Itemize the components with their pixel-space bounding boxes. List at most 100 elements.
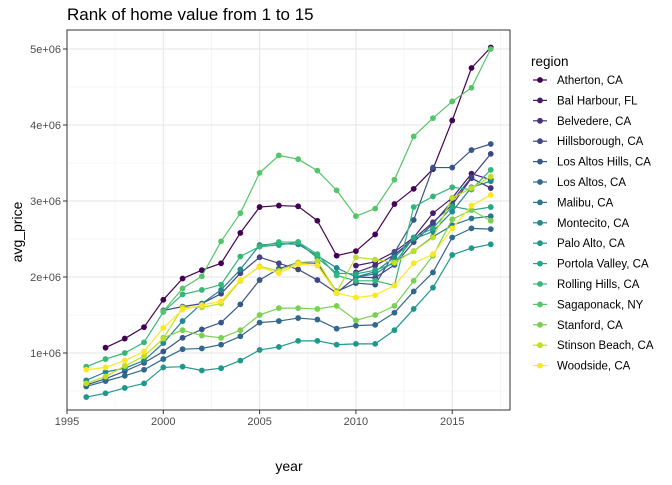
data-point (256, 243, 263, 250)
data-point (353, 340, 359, 347)
data-point (314, 277, 321, 283)
data-point (430, 193, 436, 200)
data-point (487, 241, 494, 248)
legend-title: region (531, 54, 569, 69)
data-point (468, 225, 475, 232)
data-point (487, 178, 494, 185)
legend-label: Rolling Hills, CA (557, 279, 640, 291)
data-point (256, 312, 263, 318)
legend-key-point (537, 321, 543, 328)
data-point (372, 262, 379, 269)
series-line (86, 143, 491, 386)
series-line (86, 194, 492, 371)
chart-title: Rank of home value from 1 to 15 (67, 5, 314, 24)
series-11 (160, 46, 494, 315)
data-point (430, 164, 436, 171)
data-point (314, 337, 321, 344)
data-point (487, 150, 494, 157)
data-point (160, 296, 167, 303)
data-point (295, 239, 302, 245)
data-point (410, 248, 417, 255)
data-point (449, 98, 456, 105)
data-point (487, 192, 494, 198)
legend-item: Woodside, CA (533, 361, 631, 373)
data-point (391, 259, 398, 266)
legend-key-point (537, 281, 543, 287)
data-point (256, 254, 263, 261)
data-point (372, 340, 379, 347)
data-point (449, 252, 456, 258)
data-point (333, 252, 340, 259)
x-tick-label: 2015 (440, 416, 464, 428)
data-point (275, 202, 282, 209)
data-point (160, 308, 167, 315)
data-point (141, 366, 147, 373)
y-tick-label: 2e+06 (30, 272, 61, 284)
data-point (83, 394, 90, 400)
data-point (333, 272, 340, 279)
data-point (468, 245, 475, 252)
legend-key-point (537, 158, 543, 165)
data-point (391, 201, 398, 207)
data-point (391, 282, 398, 289)
legend: region Atherton, CA Bal Harbour, FL Belved… (531, 54, 654, 373)
data-point (295, 156, 302, 163)
data-point (256, 319, 263, 326)
data-point (179, 346, 186, 353)
data-point (468, 65, 475, 71)
data-point (314, 251, 321, 258)
data-point (333, 341, 340, 348)
data-point (449, 225, 456, 232)
data-point (391, 302, 398, 309)
data-point (179, 334, 186, 341)
data-point (102, 373, 109, 380)
data-point (141, 357, 147, 364)
series-14 (83, 192, 494, 373)
data-point (179, 327, 186, 334)
legend-label: Bal Harbour, FL (557, 95, 638, 107)
series-layer (83, 44, 494, 400)
legend-label: Belvedere, CA (557, 116, 631, 128)
series-line (86, 169, 492, 368)
legend-label: Stinson Beach, CA (557, 340, 654, 352)
data-point (218, 238, 224, 245)
data-point (295, 315, 302, 321)
data-point (391, 249, 398, 256)
series-line (86, 176, 492, 384)
data-point (372, 256, 379, 263)
legend-label: Stanford, CA (557, 320, 623, 332)
legend-key-point (537, 179, 543, 185)
data-point (275, 260, 282, 267)
data-point (410, 204, 417, 210)
x-tick-label: 1995 (55, 416, 79, 428)
legend-label: Portola Valley, CA (557, 259, 649, 271)
data-point (468, 207, 475, 214)
data-point (160, 325, 167, 331)
data-point (141, 339, 147, 346)
legend-item: Rolling Hills, CA (533, 279, 640, 291)
y-tick-label: 3e+06 (30, 196, 61, 208)
data-point (449, 208, 456, 215)
data-point (410, 185, 417, 192)
legend-item: Palo Alto, CA (533, 238, 625, 250)
x-tick-label: 2005 (247, 416, 271, 428)
data-point (256, 169, 263, 176)
data-point (295, 261, 302, 267)
data-point (160, 340, 167, 347)
data-point (487, 217, 494, 224)
data-point (314, 262, 321, 269)
data-point (353, 248, 359, 255)
data-point (430, 210, 436, 217)
data-point (179, 285, 186, 292)
data-point (410, 288, 417, 295)
data-point (391, 309, 398, 316)
data-point (237, 277, 244, 283)
data-point (141, 324, 147, 331)
legend-label: Los Altos, CA (557, 177, 626, 189)
data-point (275, 270, 282, 277)
legend-key-point (537, 362, 543, 369)
legend-label: Hillsborough, CA (557, 136, 644, 148)
legend-item: Los Altos Hills, CA (533, 157, 651, 169)
data-point (218, 319, 224, 326)
